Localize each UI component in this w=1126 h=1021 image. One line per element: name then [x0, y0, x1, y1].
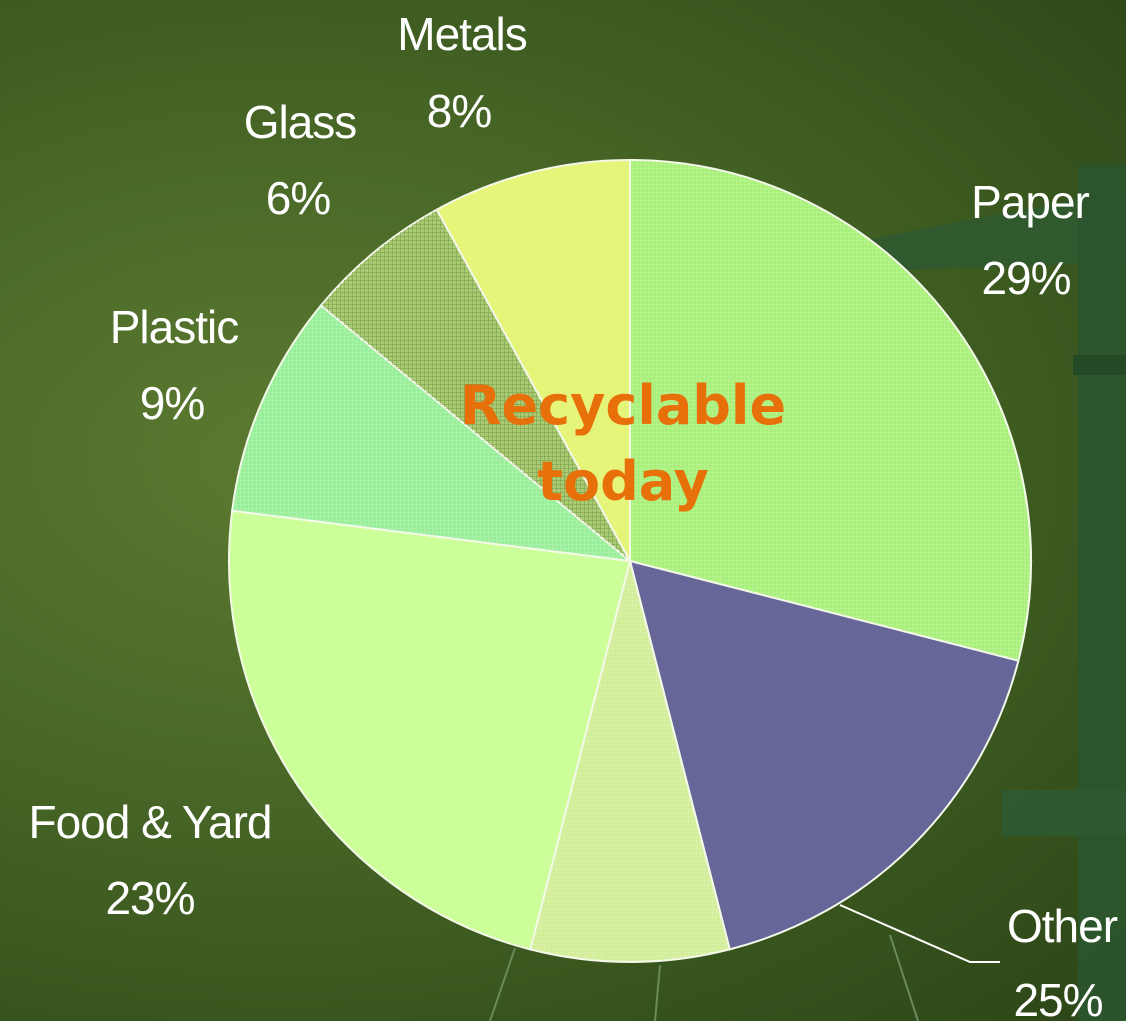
annotation-line-1: Recyclable [460, 374, 786, 437]
slice-label-metals: Metals [397, 8, 526, 60]
annotation-line-2: today [537, 450, 709, 513]
slice-label-food-yard: Food & Yard [28, 796, 271, 848]
slice-label-glass: Glass [244, 96, 357, 148]
slice-value-glass: 6% [266, 172, 331, 224]
slice-value-paper: 29% [981, 252, 1070, 304]
pie-slices [227, 158, 1032, 963]
slice-labels: Paper 29% Other 25% Food & Yard 23% Plas… [28, 8, 1118, 1021]
pie-slice-plastic-texture [232, 305, 630, 561]
slice-label-other: Other [1007, 900, 1118, 952]
pie-slice-glass-texture [321, 209, 630, 561]
pie-slice-other-part-2-texture [530, 561, 730, 962]
pie-slice-other-part-1 [628, 559, 1020, 951]
slice-value-food-yard: 23% [105, 872, 194, 924]
pie-slice-metals [435, 158, 631, 562]
background-decoration [489, 165, 1126, 1021]
slice-label-plastic: Plastic [110, 301, 238, 353]
slice-value-plastic: 9% [140, 377, 205, 429]
recyclable-annotation: Recyclable today [460, 374, 786, 513]
pie-slice-food-yard [227, 509, 632, 951]
slice-label-paper: Paper [971, 176, 1089, 228]
slice-value-other: 25% [1013, 974, 1102, 1021]
pie-slice-paper-texture [630, 160, 1031, 661]
other-leader-line [839, 904, 1000, 963]
slice-value-metals: 8% [427, 85, 492, 137]
